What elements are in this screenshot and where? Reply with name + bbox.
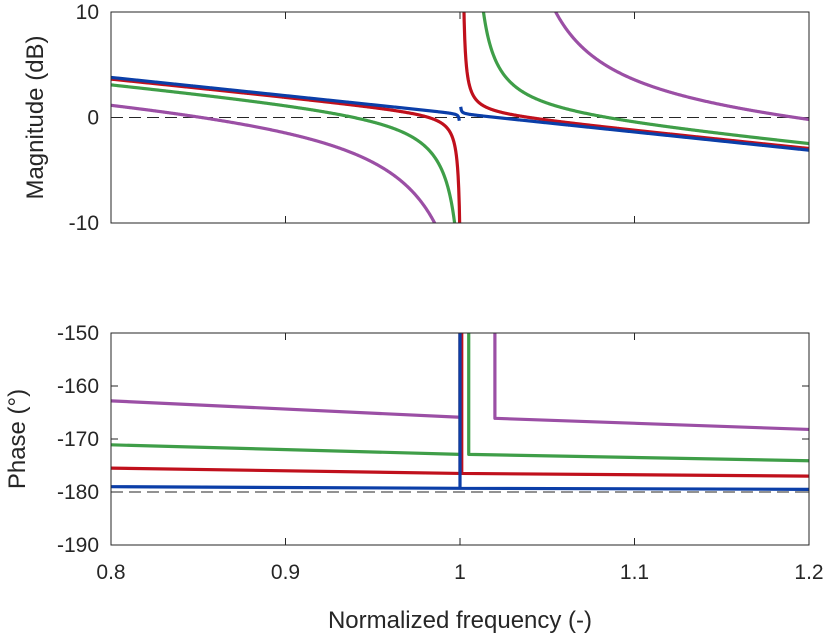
phase-ylabel: Phase (°) [4,389,31,489]
phase-xtick-label: 0.9 [271,561,300,584]
phase-xtick-label: 1 [454,561,466,584]
magnitude-series-blue [111,75,809,152]
phase-xtick-label: 1.1 [620,561,649,584]
phase-ytick-label: -150 [57,322,99,345]
magnitude-ytick-label: 10 [76,1,99,24]
phase-series-group [111,333,809,491]
magnitude-ytick-label: -10 [69,212,99,235]
magnitude-axes-frame [110,11,810,224]
phase-ytick-label: -170 [57,428,99,451]
phase-xtick-label: 0.8 [96,561,125,584]
magnitude-panel: -10 0 10 Magnitude (dB) [22,1,810,235]
magnitude-series-purple [111,12,809,223]
phase-panel: -190 -180 -170 -160 -150 0.8 0.9 1 1.1 1.2 Phase… [4,322,824,634]
phase-xlabel: Normalized frequency (-) [328,607,592,634]
phase-ytick-label: -190 [57,534,99,557]
phase-series-blue [111,333,809,491]
phase-axes-frame [110,332,810,546]
phase-xtick-label: 1.2 [794,561,823,584]
magnitude-series-green [111,12,809,223]
magnitude-ytick-labels: -10 0 10 [69,1,99,235]
phase-ytick-labels: -190 -180 -170 -160 -150 [57,322,99,557]
magnitude-ylabel: Magnitude (dB) [22,35,49,199]
magnitude-series-group [111,12,809,223]
magnitude-ytick-label: 0 [87,107,99,130]
magnitude-series-red [111,12,809,223]
phase-ytick-label: -180 [57,481,99,504]
phase-xtick-labels: 0.8 0.9 1 1.1 1.2 [96,561,823,584]
phase-ytick-label: -160 [57,375,99,398]
